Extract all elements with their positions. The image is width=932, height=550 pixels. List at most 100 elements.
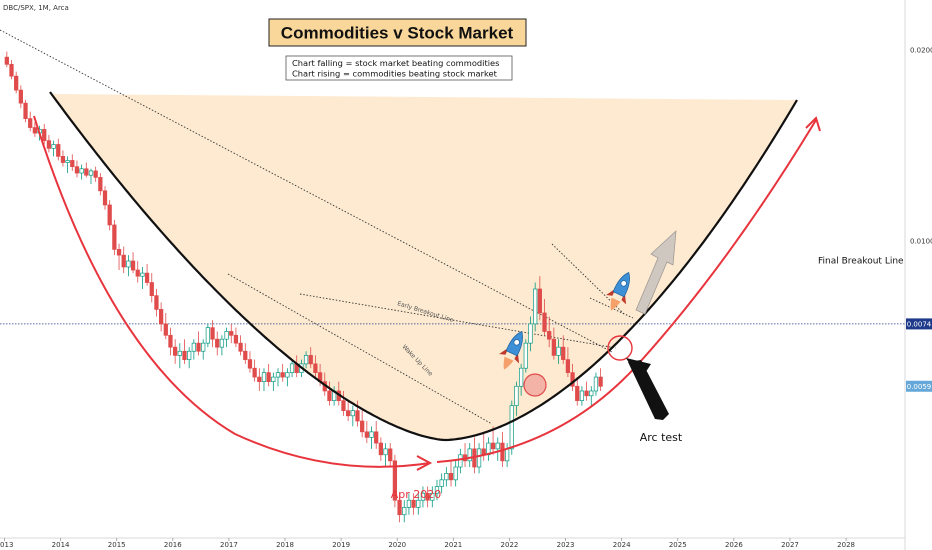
candle-up [458, 454, 463, 468]
candle-down [378, 442, 383, 456]
candle-down [547, 331, 552, 340]
price-labels: 0.0074 0.0059 [906, 318, 932, 392]
candle-down [60, 156, 66, 163]
candle-down [565, 359, 571, 373]
candle-up [177, 350, 182, 356]
candle-down [32, 127, 38, 134]
final-breakout-label: Final Breakout Line [818, 257, 904, 267]
candle-down [374, 431, 379, 444]
rocket-flame [503, 356, 514, 370]
x-tick-label: 2023 [557, 541, 575, 549]
candle-down [252, 367, 257, 378]
candle-down [266, 372, 271, 382]
candle-down [116, 249, 122, 256]
x-tick-label: 2025 [669, 541, 687, 549]
candle-down [341, 400, 346, 411]
x-axis: 2013 2014 2015 2016 2017 2018 2019 2020 2021 2022… [0, 537, 905, 549]
x-tick-label: 2017 [220, 541, 238, 549]
candle-down [121, 254, 126, 268]
candle-down [243, 350, 248, 360]
candle-down [215, 338, 220, 348]
candle-up [285, 372, 290, 378]
x-tick-label: 2027 [781, 541, 799, 549]
arc-test-arrow-head [626, 358, 651, 381]
x-tick-label: 2022 [501, 541, 519, 549]
rocket-flame [610, 297, 621, 311]
x-tick-label: 2018 [276, 541, 294, 549]
candle-down [9, 63, 14, 77]
candle-down [425, 492, 430, 501]
candle-down [102, 190, 108, 206]
candle-up [271, 376, 276, 382]
subtitle-line-1: Chart falling = stock market beating com… [292, 58, 499, 68]
candle-down [233, 334, 239, 344]
candle-up [261, 372, 267, 382]
candle-down [570, 372, 575, 387]
candle-down [360, 420, 365, 433]
rocket-fin-left [499, 347, 509, 355]
candle-up [444, 473, 449, 481]
candle-down [355, 410, 360, 422]
candle-down [551, 338, 556, 356]
candle-down [149, 282, 154, 296]
candle-down [411, 499, 416, 508]
subtitle-box [285, 55, 513, 81]
candle-down [346, 410, 351, 417]
candle-up [79, 168, 84, 174]
rocket-icon [606, 272, 630, 311]
candle-up [528, 323, 533, 344]
candle-down [130, 260, 136, 271]
candle-up [434, 486, 440, 494]
candle-down [56, 144, 61, 157]
candle-down [163, 323, 168, 336]
candle-up [187, 350, 192, 360]
candle-up [579, 390, 585, 401]
candle-up [201, 342, 206, 352]
rocket-window [620, 280, 627, 287]
candle-down [28, 118, 33, 128]
subtitle-line-2: Chart rising = commodities beating stock… [292, 69, 498, 79]
arc-fill-area [50, 92, 797, 440]
x-tick-label: 2014 [52, 541, 70, 549]
candle-up [453, 466, 458, 481]
candle-down [500, 442, 505, 462]
candle-up [65, 160, 70, 163]
candle-down [542, 312, 547, 332]
candle-up [430, 492, 435, 501]
candle-up [369, 431, 374, 438]
rocket-window [513, 339, 520, 346]
candle-down [388, 448, 393, 462]
candle-down [98, 177, 103, 192]
candle-up [224, 331, 229, 340]
arc-curve [49, 91, 798, 442]
candle-down [448, 473, 454, 481]
candle-down [537, 288, 542, 314]
candle-up [383, 448, 388, 456]
x-tick-label: 2021 [444, 541, 462, 549]
candle-down [397, 499, 402, 516]
x-tick-label: 2015 [108, 541, 126, 549]
x-tick-label: 2016 [164, 541, 182, 549]
candles-group [4, 51, 603, 523]
candle-down [74, 166, 80, 174]
arc-test-circle [607, 335, 633, 361]
candle-up [523, 342, 528, 369]
symbol-label: DBC/SPX, 1M, Arca [3, 4, 69, 12]
candle-up [476, 448, 482, 468]
rocket-icon [499, 331, 523, 370]
candle-down [364, 431, 369, 438]
projection-arrow [635, 230, 677, 315]
candle-down [584, 390, 589, 397]
candle-up [303, 355, 309, 365]
candle-up [350, 410, 355, 417]
candle-down [4, 56, 9, 65]
candle-down [182, 350, 187, 360]
candle-down [392, 460, 398, 501]
red-arrowhead-left [416, 455, 433, 471]
candle-down [23, 102, 28, 119]
candle-down [229, 331, 234, 336]
candle-up [439, 479, 444, 487]
candle-down [144, 272, 150, 283]
price-label-text: 0.0074 [907, 320, 932, 328]
